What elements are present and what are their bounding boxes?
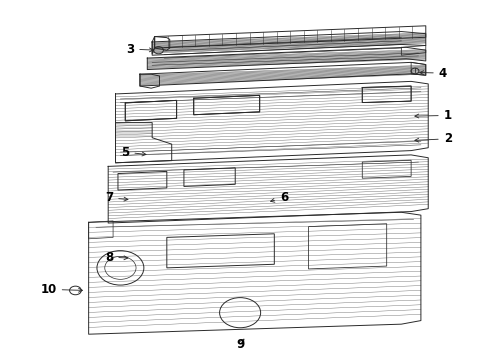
Text: 5: 5 [121, 145, 146, 158]
Text: 8: 8 [105, 251, 128, 264]
Polygon shape [194, 95, 260, 115]
Text: 2: 2 [415, 132, 452, 145]
Text: 3: 3 [126, 42, 153, 55]
Polygon shape [362, 160, 411, 178]
Text: 4: 4 [420, 67, 447, 80]
Polygon shape [125, 100, 176, 121]
Circle shape [97, 251, 144, 285]
Polygon shape [167, 234, 274, 268]
Polygon shape [118, 171, 167, 190]
Polygon shape [309, 224, 387, 269]
Polygon shape [184, 168, 235, 186]
Circle shape [220, 298, 261, 328]
Text: 10: 10 [41, 283, 82, 296]
Text: 9: 9 [236, 338, 244, 351]
Polygon shape [362, 86, 411, 103]
Text: 1: 1 [415, 109, 452, 122]
Text: 7: 7 [105, 192, 128, 204]
Text: 6: 6 [270, 192, 288, 204]
